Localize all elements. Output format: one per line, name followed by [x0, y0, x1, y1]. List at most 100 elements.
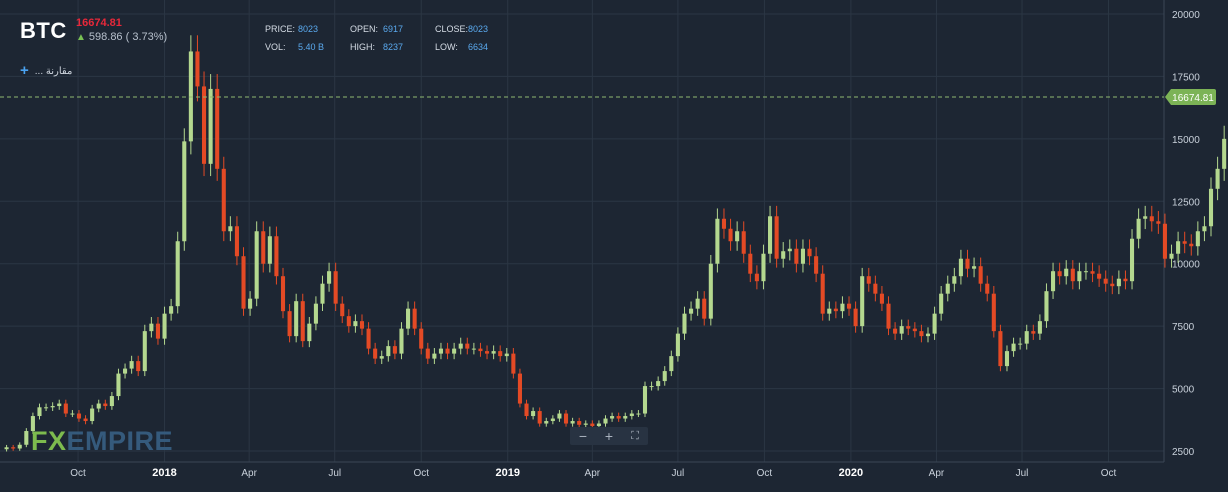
candle-body [590, 423, 595, 427]
zoom-in-button[interactable]: + [604, 428, 614, 444]
candle-body [155, 323, 160, 339]
candle [827, 301, 832, 321]
candle [577, 417, 582, 428]
candle [438, 342, 444, 360]
candle-body [1077, 271, 1082, 282]
candle-body [320, 283, 325, 304]
price-value: 8023 [298, 24, 319, 34]
candle [76, 410, 82, 422]
candle-body [1024, 331, 1029, 344]
candle [215, 74, 220, 181]
candle [484, 345, 490, 360]
candle [175, 231, 180, 314]
candle [109, 391, 114, 410]
x-tick-label: Apr [929, 468, 945, 479]
candle [1103, 270, 1108, 292]
candle [814, 247, 819, 283]
candle-body [109, 396, 114, 407]
open-label: OPEN: [350, 24, 379, 34]
candle [63, 399, 68, 418]
candle [1097, 265, 1102, 287]
candle [399, 322, 404, 360]
candle-body [774, 216, 779, 259]
candle-body [662, 371, 667, 382]
candle-body [386, 346, 391, 357]
candle-body [254, 231, 259, 299]
candle [768, 205, 773, 263]
candle-body [1103, 278, 1108, 284]
x-tick-label: Jul [1016, 468, 1029, 479]
candle [327, 262, 332, 292]
candle-body [1044, 291, 1049, 322]
candle-body [1064, 268, 1069, 277]
candle [1116, 270, 1121, 295]
candle-body [768, 216, 773, 254]
candle-body [1222, 138, 1227, 169]
candle [425, 342, 430, 365]
candle-body [208, 88, 213, 164]
low-label: LOW: [435, 42, 458, 52]
candle-body [182, 141, 187, 242]
candle-body [44, 407, 49, 409]
candle-body [412, 308, 417, 329]
candle-body [748, 253, 753, 274]
candle [794, 239, 799, 273]
candle [182, 128, 187, 251]
candle [162, 306, 167, 345]
candle-body [656, 381, 661, 387]
x-tick-label: Oct [1101, 468, 1117, 479]
candle [1176, 231, 1181, 263]
candle [820, 265, 825, 321]
candle-body [83, 418, 88, 422]
candle-body [629, 413, 634, 417]
candle-body [96, 403, 101, 409]
candle [44, 403, 49, 412]
x-tick-label: Apr [241, 468, 257, 479]
candle-body [919, 331, 924, 337]
compare-button[interactable]: + ... مقارنة [20, 62, 72, 79]
candle [90, 404, 95, 425]
y-tick-label: 20000 [1172, 10, 1200, 21]
candle [550, 415, 555, 425]
candle [379, 350, 384, 365]
candle [155, 317, 160, 345]
candle [899, 319, 904, 340]
candle-body [735, 231, 740, 242]
candle [656, 376, 661, 391]
compare-label: ... مقارنة [34, 66, 73, 77]
candle-body [1169, 253, 1174, 259]
candle-body [570, 421, 575, 424]
fullscreen-button[interactable]: ⛶ [631, 430, 639, 442]
candle-body [1070, 268, 1075, 282]
candle [307, 317, 312, 348]
candle [267, 226, 272, 273]
candle [636, 410, 641, 418]
candle [432, 348, 437, 365]
candle [1208, 177, 1214, 237]
open-high-group: OPEN: 6917 HIGH: 8237 [350, 20, 403, 56]
candle [669, 350, 674, 377]
y-tick-label: 5000 [1172, 385, 1195, 396]
candle-body [669, 356, 674, 372]
candle [123, 363, 128, 379]
candle [116, 368, 121, 401]
candle [945, 275, 950, 302]
x-tick-label: Jul [328, 468, 341, 479]
candle [642, 381, 648, 418]
candle-body [438, 348, 444, 354]
candle-body [577, 421, 582, 425]
candle [287, 304, 292, 343]
candle-body [1189, 243, 1194, 247]
candle [531, 407, 536, 420]
candle-body [228, 226, 233, 232]
zoom-out-button[interactable]: − [578, 428, 588, 444]
candle-body [248, 298, 253, 309]
candle [406, 301, 411, 336]
candle-body [37, 407, 42, 417]
candle-body [399, 328, 404, 354]
candle [754, 265, 759, 290]
candle-body [1202, 226, 1207, 232]
candle [952, 267, 957, 292]
candle [228, 216, 233, 242]
candle [445, 342, 450, 360]
